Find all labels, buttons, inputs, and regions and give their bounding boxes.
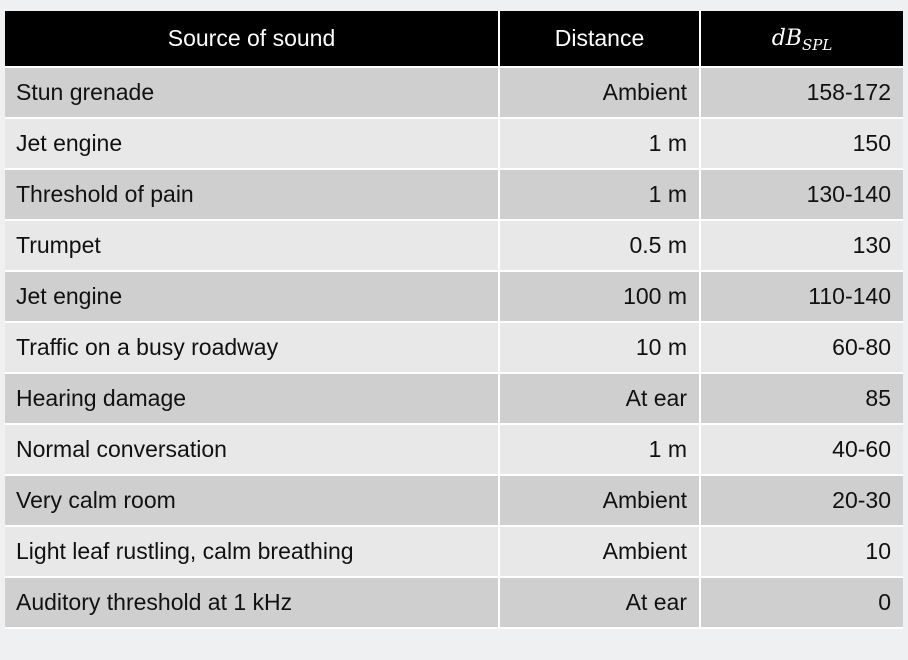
table-row: Very calm room Ambient 20-30 — [5, 476, 903, 527]
source-cell: Jet engine — [5, 119, 500, 170]
db-spl-cell: 85 — [701, 374, 903, 425]
source-cell: Very calm room — [5, 476, 500, 527]
distance-cell: 1 m — [500, 425, 701, 476]
table-header: Source of sound Distance dBSPL — [5, 11, 903, 68]
source-cell: Auditory threshold at 1 kHz — [5, 578, 500, 629]
table-row: Jet engine 100 m 110-140 — [5, 272, 903, 323]
source-cell: Trumpet — [5, 221, 500, 272]
db-spl-cell: 60-80 — [701, 323, 903, 374]
source-cell: Jet engine — [5, 272, 500, 323]
distance-cell: Ambient — [500, 68, 701, 119]
db-spl-cell: 150 — [701, 119, 903, 170]
db-spl-cell: 158-172 — [701, 68, 903, 119]
header-db-label: dBSPL — [771, 25, 833, 54]
db-spl-cell: 10 — [701, 527, 903, 578]
distance-cell: 10 m — [500, 323, 701, 374]
table-row: Stun grenade Ambient 158-172 — [5, 68, 903, 119]
sound-level-table: Source of sound Distance dBSPL Stun gren… — [5, 11, 903, 629]
table-row: Traffic on a busy roadway 10 m 60-80 — [5, 323, 903, 374]
distance-cell: 1 m — [500, 170, 701, 221]
db-spl-cell: 0 — [701, 578, 903, 629]
table-row: Jet engine 1 m 150 — [5, 119, 903, 170]
table-row: Threshold of pain 1 m 130-140 — [5, 170, 903, 221]
source-cell: Stun grenade — [5, 68, 500, 119]
header-source: Source of sound — [5, 11, 500, 68]
distance-cell: Ambient — [500, 476, 701, 527]
distance-cell: At ear — [500, 374, 701, 425]
header-distance: Distance — [500, 11, 701, 68]
table-row: Light leaf rustling, calm breathing Ambie… — [5, 527, 903, 578]
header-row: Source of sound Distance dBSPL — [5, 11, 903, 68]
header-db-spl: dBSPL — [701, 11, 903, 68]
table-row: Normal conversation 1 m 40-60 — [5, 425, 903, 476]
db-spl-cell: 130-140 — [701, 170, 903, 221]
distance-cell: Ambient — [500, 527, 701, 578]
db-spl-cell: 20-30 — [701, 476, 903, 527]
header-db-subscript: SPL — [801, 35, 833, 54]
db-spl-cell: 110-140 — [701, 272, 903, 323]
source-cell: Traffic on a busy roadway — [5, 323, 500, 374]
table-row: Auditory threshold at 1 kHz At ear 0 — [5, 578, 903, 629]
distance-cell: 0.5 m — [500, 221, 701, 272]
source-cell: Threshold of pain — [5, 170, 500, 221]
table-row: Hearing damage At ear 85 — [5, 374, 903, 425]
sound-level-table-container: Source of sound Distance dBSPL Stun gren… — [5, 11, 903, 629]
source-cell: Normal conversation — [5, 425, 500, 476]
header-db-main: dB — [771, 25, 802, 51]
db-spl-cell: 130 — [701, 221, 903, 272]
distance-cell: 100 m — [500, 272, 701, 323]
distance-cell: At ear — [500, 578, 701, 629]
distance-cell: 1 m — [500, 119, 701, 170]
source-cell: Light leaf rustling, calm breathing — [5, 527, 500, 578]
source-cell: Hearing damage — [5, 374, 500, 425]
table-row: Trumpet 0.5 m 130 — [5, 221, 903, 272]
db-spl-cell: 40-60 — [701, 425, 903, 476]
